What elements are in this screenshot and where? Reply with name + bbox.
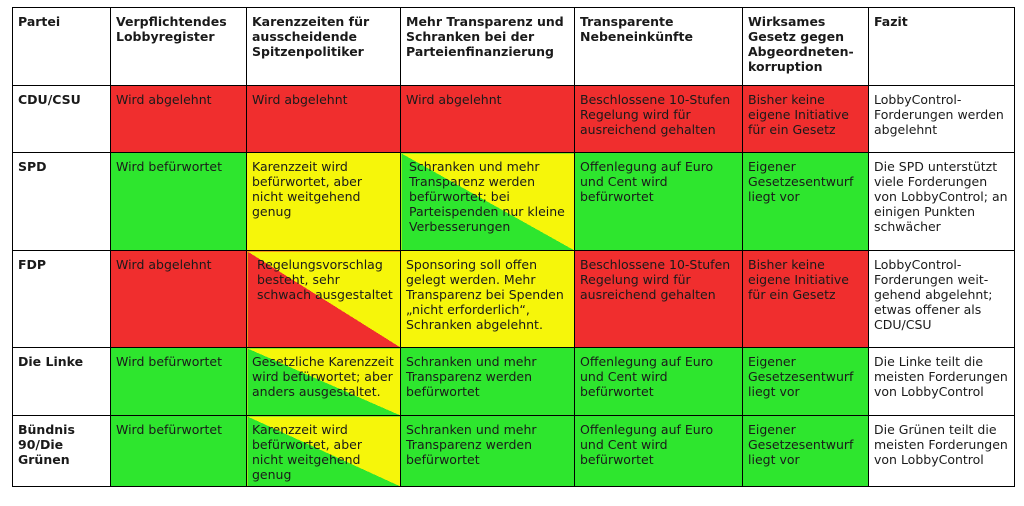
cell-abgeordnetenkorruption: Eigener Gesetzesentwurf liegt vor (742, 415, 869, 487)
cell-parteienfinanzierung: Schranken und mehr Transparenz werden be… (400, 347, 575, 416)
party-cell: CDU/CSU (12, 85, 111, 153)
party-cell: Die Linke (12, 347, 111, 416)
cell-karenzzeiten: Gesetzliche Karenzzeit wird befürwortet;… (246, 347, 401, 416)
cell-nebeneinkuenfte: Beschlossene 10-Stufen Regelung wird für… (574, 85, 743, 153)
header-fazit: Fazit (868, 7, 1015, 86)
party-cell: SPD (12, 152, 111, 251)
cell-abgeordnetenkorruption: Eigener Gesetzesentwurf liegt vor (742, 347, 869, 416)
row-buendnis-90-die-gruenen: Bündnis 90/Die Grünen Wird befürwortet K… (12, 415, 1015, 487)
cell-nebeneinkuenfte: Offenlegung auf Euro und Cent wird befür… (574, 415, 743, 487)
cell-lobbyregister: Wird abgelehnt (110, 250, 247, 348)
cell-lobbyregister: Wird befürwortet (110, 152, 247, 251)
header-lobbyregister: Verpflichtendes Lobbyregister (110, 7, 247, 86)
cell-abgeordnetenkorruption: Bisher keine eigene Initiative für ein G… (742, 250, 869, 348)
row-spd: SPD Wird befürwortet Karenzzeit wird bef… (12, 152, 1015, 251)
header-parteienfinanzierung: Mehr Transparenz und Schranken bei der P… (400, 7, 575, 86)
cell-karenzzeiten: Regelungsvorschlag besteht, sehr schwach… (246, 250, 401, 348)
header-abgeordnetenkorruption: Wirksames Gesetz gegen Abgeordneten-korr… (742, 7, 869, 86)
cell-fazit: LobbyControl-Forderungen weit-gehend abg… (868, 250, 1015, 348)
row-die-linke: Die Linke Wird befürwortet Gesetzliche K… (12, 347, 1015, 416)
party-comparison-table: Partei Verpflichtendes Lobbyregister Kar… (12, 7, 1015, 487)
cell-nebeneinkuenfte: Offenlegung auf Euro und Cent wird befür… (574, 347, 743, 416)
party-cell: Bündnis 90/Die Grünen (12, 415, 111, 487)
header-partei: Partei (12, 7, 111, 86)
header-karenzzeiten: Karenzzeiten für ausscheidende Spitzenpo… (246, 7, 401, 86)
cell-abgeordnetenkorruption: Eigener Gesetzesentwurf liegt vor (742, 152, 869, 251)
row-fdp: FDP Wird abgelehnt Regelungsvorschlag be… (12, 250, 1015, 348)
cell-parteienfinanzierung: Wird abgelehnt (400, 85, 575, 153)
cell-lobbyregister: Wird befürwortet (110, 415, 247, 487)
cell-abgeordnetenkorruption: Bisher keine eigene Initiative für ein G… (742, 85, 869, 153)
cell-nebeneinkuenfte: Offenlegung auf Euro und Cent wird befür… (574, 152, 743, 251)
cell-karenzzeiten: Karenzzeit wird befürwortet, aber nicht … (246, 152, 401, 251)
cell-lobbyregister: Wird abgelehnt (110, 85, 247, 153)
cell-karenzzeiten: Karenzzeit wird befürwortet, aber nicht … (246, 415, 401, 487)
cell-karenzzeiten: Wird abgelehnt (246, 85, 401, 153)
cell-parteienfinanzierung: Schranken und mehr Transparenz werden be… (400, 152, 575, 251)
header-nebeneinkuenfte: Transparente Nebeneinkünfte (574, 7, 743, 86)
cell-lobbyregister: Wird befürwortet (110, 347, 247, 416)
cell-parteienfinanzierung: Schranken und mehr Transparenz werden be… (400, 415, 575, 487)
party-cell: FDP (12, 250, 111, 348)
row-cdu-csu: CDU/CSU Wird abgelehnt Wird abgelehnt Wi… (12, 85, 1015, 153)
cell-parteienfinanzierung: Sponsoring soll offen gelegt werden. Meh… (400, 250, 575, 348)
header-row: Partei Verpflichtendes Lobbyregister Kar… (12, 7, 1015, 86)
cell-fazit: LobbyControl-Forderungen werden abgelehn… (868, 85, 1015, 153)
cell-fazit: Die Linke teilt die meisten Forderungen … (868, 347, 1015, 416)
cell-fazit: Die SPD unterstützt viele Forderungen vo… (868, 152, 1015, 251)
cell-nebeneinkuenfte: Beschlossene 10-Stufen Regelung wird für… (574, 250, 743, 348)
cell-fazit: Die Grünen teilt die meisten Forderungen… (868, 415, 1015, 487)
